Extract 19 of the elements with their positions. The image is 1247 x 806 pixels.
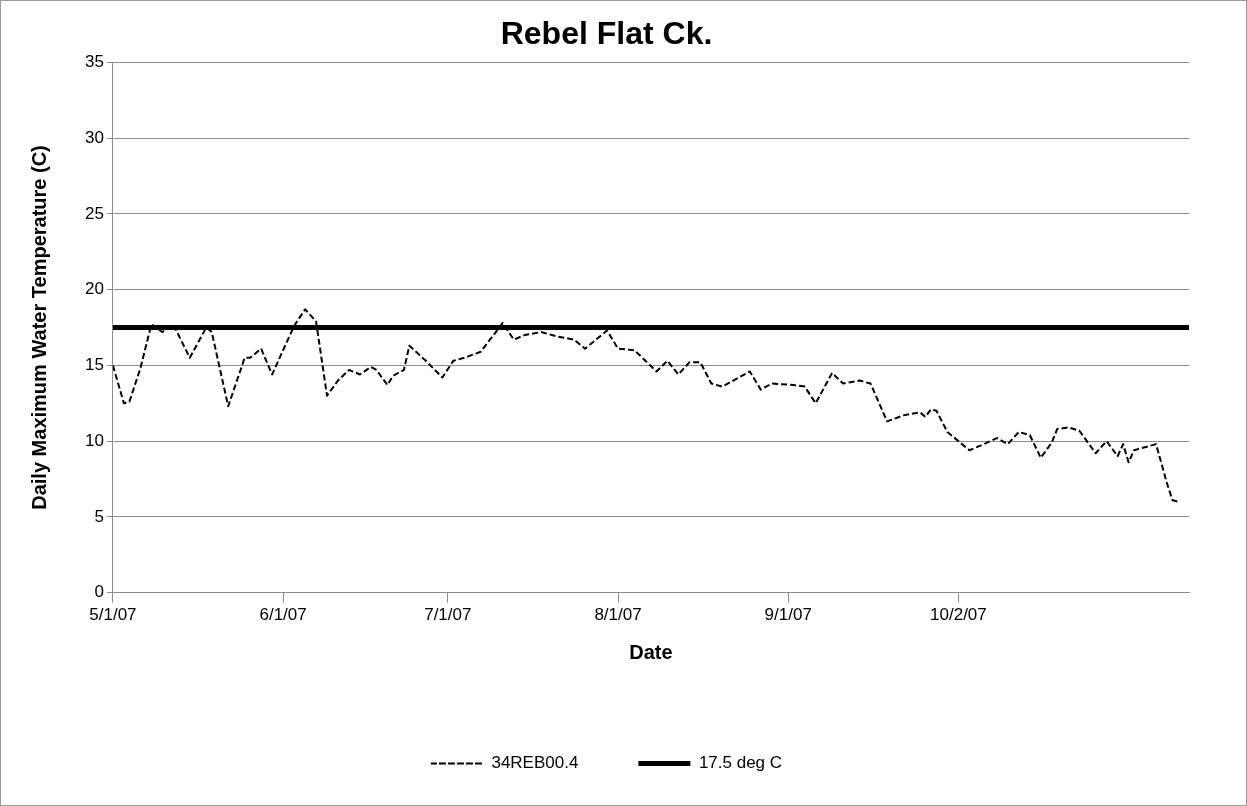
y-tick-label: 15	[84, 355, 104, 375]
y-tick-label: 20	[84, 279, 104, 299]
y-tick-label: 0	[94, 582, 104, 602]
x-tick-label: 9/1/07	[764, 605, 812, 625]
x-tick-label: 8/1/07	[594, 605, 642, 625]
y-axis-title: Daily Maximum Water Temperature (C)	[27, 145, 50, 510]
y-tick-label: 5	[94, 506, 104, 526]
y-tick-label: 30	[84, 127, 104, 147]
y-tick-label: 10	[84, 430, 104, 450]
x-tick-label: 10/2/07	[930, 605, 987, 625]
x-axis-title: Date	[629, 640, 673, 663]
chart-title: Rebel Flat Ck.	[500, 15, 713, 52]
legend-label: 34REB00.4	[491, 753, 579, 773]
x-tick-label: 7/1/07	[424, 605, 472, 625]
legend-label: 17.5 deg C	[698, 753, 783, 773]
y-tick-label: 25	[84, 203, 104, 223]
x-tick-label: 5/1/07	[89, 605, 137, 625]
x-tick-label: 6/1/07	[259, 605, 307, 625]
y-tick-label: 35	[84, 52, 104, 72]
